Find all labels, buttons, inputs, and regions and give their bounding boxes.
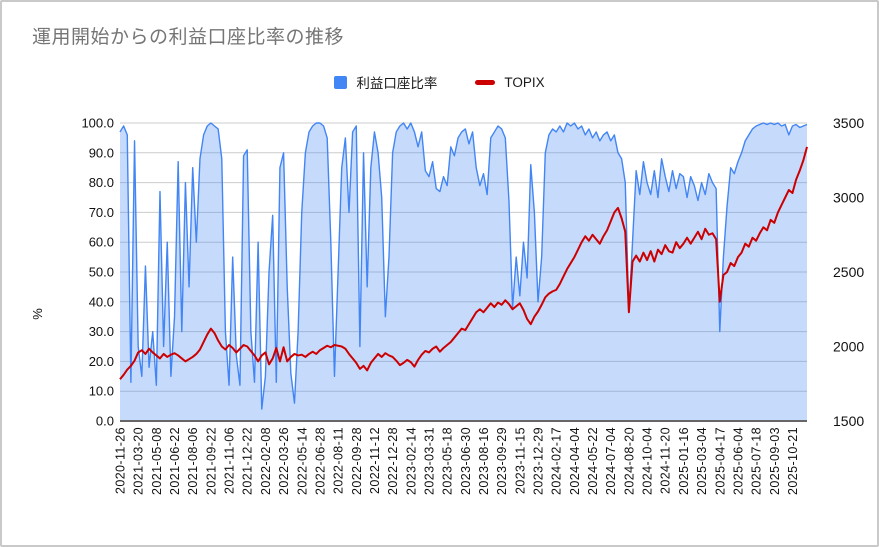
svg-text:2024-04-04: 2024-04-04 — [568, 427, 582, 495]
y-axis-left-title: % — [30, 308, 45, 320]
topix-line-series — [119, 146, 808, 380]
svg-text:2022-06-28: 2022-06-28 — [313, 427, 327, 495]
svg-text:30.0: 30.0 — [89, 324, 114, 339]
svg-text:2022-03-26: 2022-03-26 — [277, 427, 291, 495]
svg-text:2023-05-18: 2023-05-18 — [441, 427, 455, 495]
svg-text:2023-11-15: 2023-11-15 — [513, 427, 527, 494]
svg-text:2023-03-31: 2023-03-31 — [422, 427, 436, 495]
svg-text:2024-02-17: 2024-02-17 — [550, 427, 564, 495]
svg-text:2024-11-20: 2024-11-20 — [659, 427, 673, 494]
svg-text:10.0: 10.0 — [89, 384, 114, 399]
svg-text:2024-08-20: 2024-08-20 — [622, 427, 636, 495]
svg-text:40.0: 40.0 — [89, 294, 114, 309]
chart-title: 運用開始からの利益口座比率の推移 — [32, 27, 345, 48]
svg-text:2023-02-14: 2023-02-14 — [404, 427, 418, 495]
svg-text:2025-01-16: 2025-01-16 — [677, 427, 691, 495]
svg-text:50.0: 50.0 — [89, 265, 114, 280]
svg-text:3500: 3500 — [833, 115, 864, 131]
svg-text:20.0: 20.0 — [89, 354, 114, 369]
svg-text:100.0: 100.0 — [81, 116, 114, 131]
svg-text:2021-12-22: 2021-12-22 — [241, 427, 255, 495]
profit-ratio-area-series — [119, 122, 808, 421]
svg-text:2022-05-14: 2022-05-14 — [295, 427, 309, 495]
svg-text:2021-06-22: 2021-06-22 — [168, 427, 182, 495]
svg-text:2021-03-20: 2021-03-20 — [132, 427, 146, 495]
svg-text:2023-08-16: 2023-08-16 — [477, 427, 491, 495]
svg-text:2022-02-08: 2022-02-08 — [259, 427, 273, 495]
svg-text:2020-11-26: 2020-11-26 — [114, 427, 128, 494]
svg-text:2025-04-17: 2025-04-17 — [713, 427, 727, 495]
svg-text:2022-09-28: 2022-09-28 — [350, 427, 364, 495]
svg-text:1500: 1500 — [833, 413, 864, 429]
svg-text:2000: 2000 — [833, 339, 864, 355]
svg-text:2024-10-04: 2024-10-04 — [641, 427, 655, 495]
svg-text:2024-05-22: 2024-05-22 — [586, 427, 600, 495]
svg-text:2024-07-04: 2024-07-04 — [604, 427, 618, 495]
svg-text:2025-03-04: 2025-03-04 — [695, 427, 709, 495]
svg-text:2025-10-21: 2025-10-21 — [786, 427, 800, 495]
svg-text:2025-07-18: 2025-07-18 — [750, 427, 764, 495]
svg-text:0.0: 0.0 — [96, 414, 114, 429]
y-axis-right-ticks: 3500 3000 2500 2000 1500 — [833, 115, 864, 429]
svg-text:80.0: 80.0 — [89, 175, 114, 190]
legend-item-topix: TOPIX — [475, 74, 545, 90]
svg-text:3000: 3000 — [833, 190, 864, 206]
legend-item-profit-ratio: 利益口座比率 — [334, 72, 437, 92]
svg-text:2021-11-06: 2021-11-06 — [223, 427, 237, 494]
svg-text:2022-12-28: 2022-12-28 — [386, 427, 400, 495]
svg-text:2021-09-22: 2021-09-22 — [204, 427, 218, 495]
svg-text:2023-09-29: 2023-09-29 — [495, 427, 509, 495]
svg-text:60.0: 60.0 — [89, 235, 114, 250]
x-axis-labels: 2020-11-26 2021-03-20 2021-05-08 2021-06-22… — [114, 427, 800, 495]
legend-label-topix: TOPIX — [504, 74, 545, 90]
topix-line-icon — [475, 79, 496, 85]
svg-text:2021-05-08: 2021-05-08 — [150, 427, 164, 495]
svg-text:2025-09-03: 2025-09-03 — [768, 427, 782, 495]
chart-legend: 利益口座比率 TOPIX — [2, 72, 877, 92]
svg-text:2023-06-30: 2023-06-30 — [459, 427, 473, 495]
svg-text:2500: 2500 — [833, 264, 864, 280]
svg-text:90.0: 90.0 — [89, 145, 114, 160]
svg-text:70.0: 70.0 — [89, 205, 114, 220]
svg-text:2025-06-04: 2025-06-04 — [731, 427, 745, 495]
y-axis-left-ticks: 100.0 90.0 80.0 70.0 60.0 50.0 40.0 30.0 20.0 10.… — [81, 116, 114, 429]
svg-text:2022-08-11: 2022-08-11 — [332, 427, 346, 494]
svg-text:2021-08-06: 2021-08-06 — [186, 427, 200, 495]
svg-text:2023-12-29: 2023-12-29 — [532, 427, 546, 495]
svg-text:2022-11-12: 2022-11-12 — [368, 427, 382, 494]
legend-label-profit-ratio: 利益口座比率 — [356, 76, 438, 91]
profit-ratio-square-icon — [334, 75, 348, 89]
